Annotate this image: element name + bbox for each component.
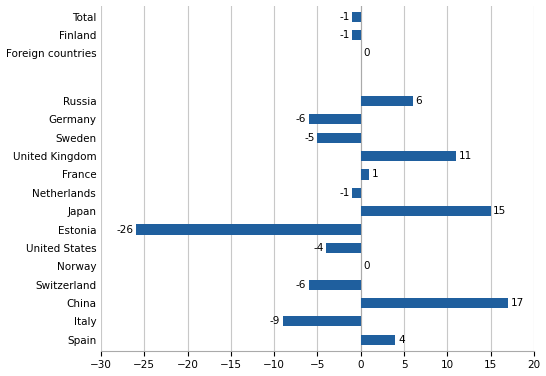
Text: -6: -6 xyxy=(296,280,306,290)
Text: 15: 15 xyxy=(493,206,507,216)
Bar xyxy=(283,316,361,326)
Text: 11: 11 xyxy=(459,151,472,161)
Text: 1: 1 xyxy=(372,170,378,179)
Bar xyxy=(361,335,395,345)
Text: -5: -5 xyxy=(305,133,315,143)
Bar xyxy=(352,30,361,40)
Bar xyxy=(361,206,491,216)
Bar xyxy=(352,12,361,22)
Bar xyxy=(309,114,361,124)
Text: -1: -1 xyxy=(339,30,349,40)
Text: -26: -26 xyxy=(116,224,133,235)
Text: -6: -6 xyxy=(296,114,306,124)
Bar xyxy=(135,224,361,235)
Text: 0: 0 xyxy=(363,48,370,58)
Bar xyxy=(361,170,370,179)
Text: -4: -4 xyxy=(313,243,324,253)
Bar xyxy=(361,151,456,161)
Bar xyxy=(352,188,361,198)
Text: 0: 0 xyxy=(363,261,370,271)
Text: -1: -1 xyxy=(339,188,349,198)
Text: -9: -9 xyxy=(270,316,280,326)
Text: -1: -1 xyxy=(339,12,349,21)
Bar xyxy=(309,280,361,290)
Bar xyxy=(317,133,361,143)
Text: 6: 6 xyxy=(416,96,422,106)
Text: 17: 17 xyxy=(511,298,524,308)
Text: 4: 4 xyxy=(398,335,405,345)
Bar xyxy=(326,243,361,253)
Bar xyxy=(361,298,508,308)
Bar xyxy=(361,96,413,106)
